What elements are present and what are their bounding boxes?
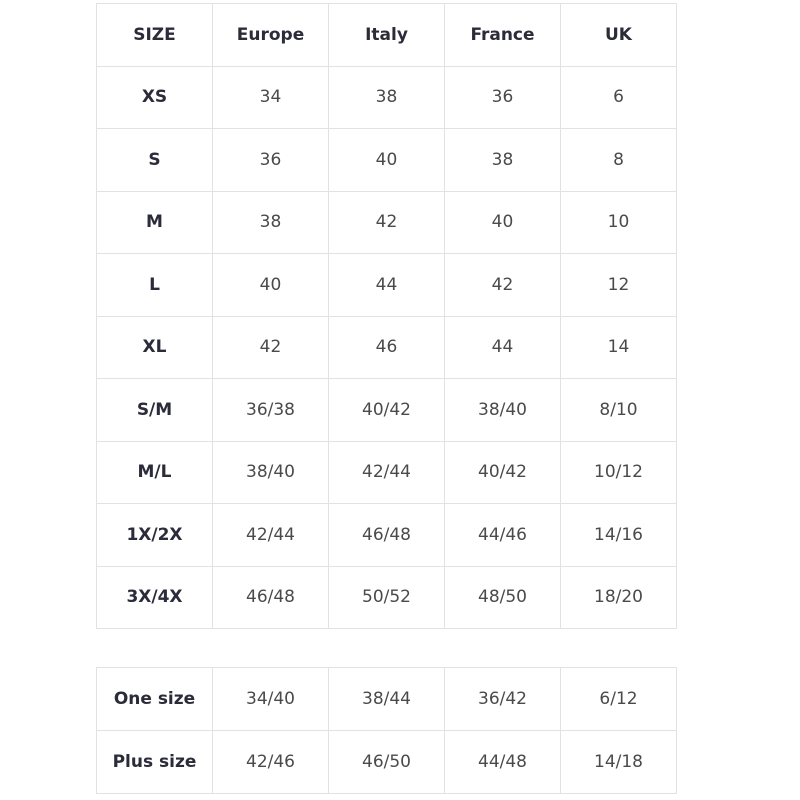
- size-value-cell: 42/44: [212, 503, 329, 567]
- size-value-cell: 38/44: [328, 667, 445, 731]
- size-value-cell: 14/16: [560, 503, 677, 567]
- size-label-cell: M/L: [96, 440, 213, 504]
- size-label-cell: S/M: [96, 378, 213, 442]
- size-conversion-table: SIZE Europe Italy France UK XS 34 38 36 6 S 36 40 38 8…: [96, 3, 677, 629]
- size-value-cell: 40: [212, 253, 329, 317]
- size-value-cell: 14: [560, 315, 677, 379]
- table-row: 3X/4X 46/48 50/52 48/50 18/20: [96, 565, 677, 629]
- size-value-cell: 6/12: [560, 667, 677, 731]
- size-value-cell: 42/44: [328, 440, 445, 504]
- table-row: M/L 38/40 42/44 40/42 10/12: [96, 440, 677, 504]
- size-value-cell: 50/52: [328, 565, 445, 629]
- size-value-cell: 18/20: [560, 565, 677, 629]
- size-value-cell: 14/18: [560, 730, 677, 794]
- size-value-cell: 38/40: [444, 378, 561, 442]
- size-value-cell: 44: [328, 253, 445, 317]
- size-value-cell: 10/12: [560, 440, 677, 504]
- column-header: Italy: [328, 3, 445, 67]
- size-value-cell: 38: [212, 190, 329, 254]
- size-value-cell: 6: [560, 65, 677, 129]
- size-value-cell: 8: [560, 128, 677, 192]
- size-value-cell: 36/38: [212, 378, 329, 442]
- size-value-cell: 40/42: [328, 378, 445, 442]
- size-label-cell: L: [96, 253, 213, 317]
- column-header: Europe: [212, 3, 329, 67]
- size-value-cell: 38/40: [212, 440, 329, 504]
- size-value-cell: 34/40: [212, 667, 329, 731]
- size-value-cell: 10: [560, 190, 677, 254]
- size-value-cell: 40: [328, 128, 445, 192]
- size-value-cell: 46/48: [328, 503, 445, 567]
- size-label-cell: 3X/4X: [96, 565, 213, 629]
- column-header: UK: [560, 3, 677, 67]
- size-value-cell: 34: [212, 65, 329, 129]
- size-value-cell: 42: [328, 190, 445, 254]
- table-row: 1X/2X 42/44 46/48 44/46 14/16: [96, 503, 677, 567]
- column-header: SIZE: [96, 3, 213, 67]
- size-value-cell: 48/50: [444, 565, 561, 629]
- size-value-cell: 36/42: [444, 667, 561, 731]
- table-row: XL 42 46 44 14: [96, 315, 677, 379]
- table-row: Plus size 42/46 46/50 44/48 14/18: [96, 730, 677, 794]
- size-value-cell: 40/42: [444, 440, 561, 504]
- size-value-cell: 42/46: [212, 730, 329, 794]
- special-size-table: One size 34/40 38/44 36/42 6/12 Plus size 42/4…: [96, 667, 677, 794]
- size-value-cell: 44: [444, 315, 561, 379]
- size-value-cell: 46/48: [212, 565, 329, 629]
- size-value-cell: 44/46: [444, 503, 561, 567]
- size-value-cell: 46/50: [328, 730, 445, 794]
- size-value-cell: 46: [328, 315, 445, 379]
- size-label-cell: XL: [96, 315, 213, 379]
- table-row: XS 34 38 36 6: [96, 65, 677, 129]
- size-label-cell: 1X/2X: [96, 503, 213, 567]
- size-value-cell: 38: [444, 128, 561, 192]
- size-value-cell: 42: [444, 253, 561, 317]
- size-value-cell: 36: [444, 65, 561, 129]
- size-value-cell: 12: [560, 253, 677, 317]
- size-label-cell: XS: [96, 65, 213, 129]
- size-value-cell: 42: [212, 315, 329, 379]
- size-value-cell: 8/10: [560, 378, 677, 442]
- table-row: M 38 42 40 10: [96, 190, 677, 254]
- size-label-cell: M: [96, 190, 213, 254]
- column-header: France: [444, 3, 561, 67]
- size-label-cell: S: [96, 128, 213, 192]
- size-label-cell: One size: [96, 667, 213, 731]
- table-row: S/M 36/38 40/42 38/40 8/10: [96, 378, 677, 442]
- size-value-cell: 36: [212, 128, 329, 192]
- table-row: S 36 40 38 8: [96, 128, 677, 192]
- size-label-cell: Plus size: [96, 730, 213, 794]
- table-row: L 40 44 42 12: [96, 253, 677, 317]
- header-row: SIZE Europe Italy France UK: [96, 3, 677, 67]
- size-value-cell: 44/48: [444, 730, 561, 794]
- table-row: One size 34/40 38/44 36/42 6/12: [96, 667, 677, 731]
- size-value-cell: 38: [328, 65, 445, 129]
- size-value-cell: 40: [444, 190, 561, 254]
